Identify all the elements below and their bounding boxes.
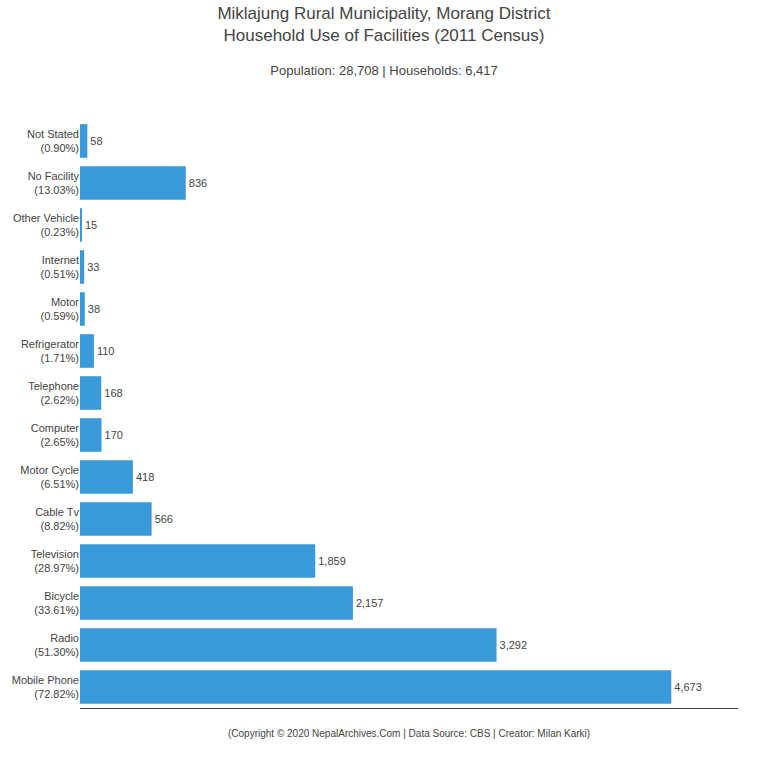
svg-text:Other Vehicle(0.23%): Other Vehicle(0.23%)	[13, 212, 79, 238]
svg-text:168: 168	[104, 387, 122, 399]
svg-text:2,157: 2,157	[356, 597, 384, 609]
svg-text:Telephone(2.62%): Telephone(2.62%)	[28, 380, 79, 406]
svg-text:15: 15	[85, 219, 97, 231]
svg-text:Mobile Phone(72.82%): Mobile Phone(72.82%)	[12, 674, 79, 700]
svg-text:Refrigerator(1.71%): Refrigerator(1.71%)	[21, 338, 79, 364]
svg-text:Bicycle(33.61%): Bicycle(33.61%)	[34, 590, 79, 616]
svg-text:33: 33	[87, 261, 99, 273]
svg-text:836: 836	[189, 177, 207, 189]
svg-text:Not Stated(0.90%): Not Stated(0.90%)	[27, 128, 79, 154]
svg-text:No Facility(13.03%): No Facility(13.03%)	[28, 170, 80, 196]
svg-text:Population: 28,708 | Household: Population: 28,708 | Households: 6,417	[270, 63, 497, 78]
svg-text:418: 418	[136, 471, 154, 483]
svg-text:58: 58	[90, 135, 102, 147]
svg-text:1,859: 1,859	[318, 555, 346, 567]
svg-text:Radio(51.30%): Radio(51.30%)	[34, 632, 79, 658]
svg-text:Internet(0.51%): Internet(0.51%)	[40, 254, 79, 280]
svg-text:4,673: 4,673	[674, 681, 702, 693]
svg-text:Cable Tv(8.82%): Cable Tv(8.82%)	[35, 506, 79, 532]
svg-text:566: 566	[155, 513, 173, 525]
svg-text:170: 170	[105, 429, 123, 441]
svg-text:Television(28.97%): Television(28.97%)	[31, 548, 79, 574]
svg-text:Motor(0.59%): Motor(0.59%)	[40, 296, 79, 322]
svg-text:38: 38	[88, 303, 100, 315]
svg-text:Miklajung Rural Municipality,: Miklajung Rural Municipality, Morang Dis…	[217, 4, 550, 45]
svg-text:110: 110	[97, 345, 115, 357]
svg-text:3,292: 3,292	[500, 639, 528, 651]
svg-text:Motor Cycle(6.51%): Motor Cycle(6.51%)	[20, 464, 79, 490]
svg-text:(Copyright © 2020 NepalArchive: (Copyright © 2020 NepalArchives.Com | Da…	[228, 728, 590, 739]
svg-text:Computer(2.65%): Computer(2.65%)	[31, 422, 80, 448]
